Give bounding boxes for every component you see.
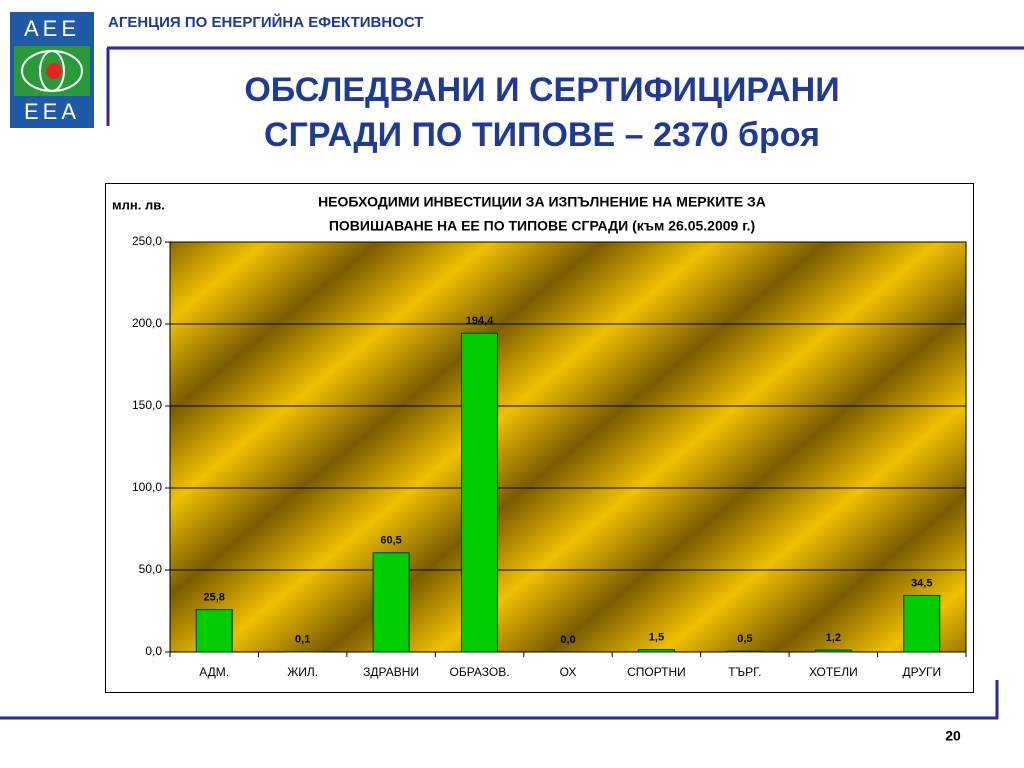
value-label: 0,1 [295,634,310,646]
agency-name: АГЕНЦИЯ ПО ЕНЕРГИЙНА ЕФЕКТИВНОСТ [108,13,423,31]
value-label: 60,5 [380,535,401,547]
x-tick-label: ХОТЕЛИ [809,665,858,679]
value-label: 1,2 [826,632,841,644]
bar [903,594,941,653]
logo-top: AEE [24,16,80,41]
chart-title: ПОВИШАВАНЕ НА ЕЕ ПО ТИПОВЕ СГРАДИ (към 2… [329,218,755,234]
y-tick-label: 250,0 [132,234,162,248]
x-tick-label: ЖИЛ. [287,665,318,679]
logo-bottom: EEA [24,99,80,124]
y-axis-label: млн. лв. [112,197,165,212]
y-tick-label: 0,0 [145,644,162,658]
value-label: 0,5 [737,633,752,645]
value-label: 1,5 [649,631,664,643]
value-label: 0,0 [560,634,575,646]
y-tick-label: 200,0 [132,316,162,330]
y-tick-label: 150,0 [132,398,162,412]
x-tick-label: ДРУГИ [902,665,941,679]
bar [461,332,499,653]
bar [195,609,233,653]
value-label: 25,8 [204,592,225,604]
value-label: 34,5 [911,577,932,589]
x-tick-label: ОБРАЗОВ. [450,665,510,679]
chart-title: НЕОБХОДИМИ ИНВЕСТИЦИИ ЗА ИЗПЪЛНЕНИЕ НА М… [318,194,766,210]
logo-ring [39,50,65,92]
plot-area [169,241,967,653]
logo-dot [46,63,62,79]
x-tick-label: СПОРТНИ [627,665,686,679]
bar [372,552,410,653]
slide-title: ОБСЛЕДВАНИ И СЕРТИФИЦИРАНИ [244,71,839,109]
bar [637,649,675,653]
bar [814,649,852,653]
page-number: 20 [945,728,961,744]
x-tick-label: ОХ [560,665,577,679]
x-tick-label: ТЪРГ. [728,665,761,679]
value-label: 194,4 [466,315,494,327]
slide-title: СГРАДИ ПО ТИПОВЕ – 2370 броя [264,116,820,154]
bar [726,650,764,653]
x-tick-label: ЗДРАВНИ [363,665,419,679]
x-tick-label: АДМ. [199,665,229,679]
y-tick-label: 100,0 [132,480,162,494]
y-tick-label: 50,0 [139,562,163,576]
